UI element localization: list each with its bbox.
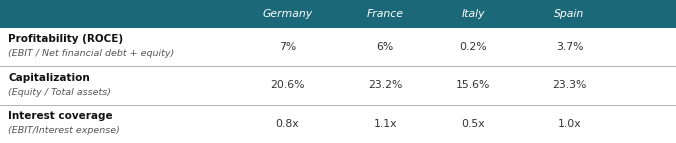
Text: France: France [367, 9, 404, 19]
Text: Spain: Spain [554, 9, 585, 19]
Text: 23.3%: 23.3% [552, 81, 587, 90]
Text: 15.6%: 15.6% [456, 81, 490, 90]
Bar [0, 105, 676, 143]
Text: (Equity / Total assets): (Equity / Total assets) [8, 88, 111, 97]
Text: Germany: Germany [262, 9, 312, 19]
Text: (EBIT / Net financial debt + equity): (EBIT / Net financial debt + equity) [8, 49, 174, 58]
Text: Profitability (ROCE): Profitability (ROCE) [8, 34, 123, 44]
Bar [0, 66, 676, 105]
Text: (EBIT/Interest expense): (EBIT/Interest expense) [8, 126, 120, 135]
Text: 0.2%: 0.2% [460, 42, 487, 52]
Text: 0.8x: 0.8x [276, 119, 299, 129]
Text: 0.5x: 0.5x [462, 119, 485, 129]
Text: 23.2%: 23.2% [368, 81, 402, 90]
Text: 7%: 7% [279, 42, 296, 52]
Text: 1.1x: 1.1x [374, 119, 397, 129]
Bar [0, 28, 676, 66]
Text: Interest coverage: Interest coverage [8, 111, 113, 121]
Text: 1.0x: 1.0x [558, 119, 581, 129]
Text: 20.6%: 20.6% [270, 81, 305, 90]
Text: 3.7%: 3.7% [556, 42, 583, 52]
Text: 6%: 6% [377, 42, 394, 52]
Bar [0, 0, 676, 28]
Text: Italy: Italy [462, 9, 485, 19]
Text: Capitalization: Capitalization [8, 73, 90, 83]
